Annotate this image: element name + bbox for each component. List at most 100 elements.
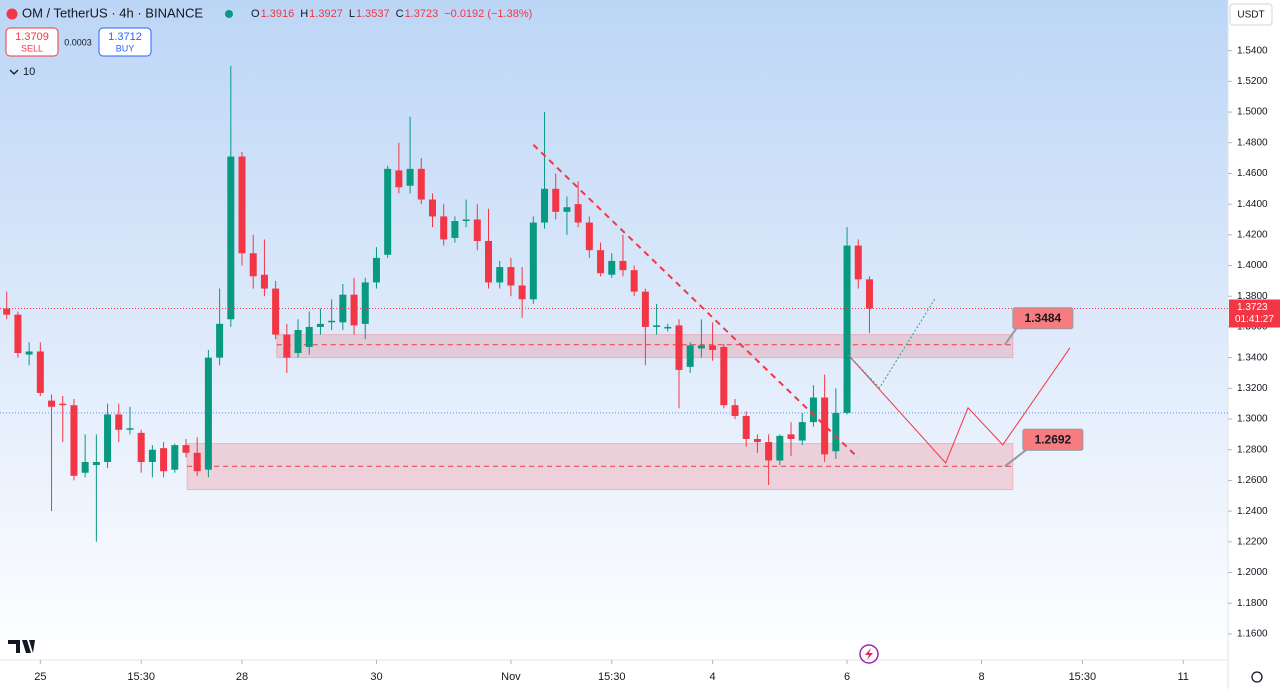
candle-body [731,405,739,416]
projection [847,347,1071,464]
y-tick-label: 1.1600 [1237,629,1268,640]
candle-body [384,168,392,255]
candle-body [776,435,784,461]
candle-body [821,397,829,455]
ohlc-label: H [300,8,308,20]
candle-body [126,428,134,430]
candle-body [720,346,728,406]
projection [847,297,936,389]
candle-body [25,351,33,355]
candle-body [92,462,100,466]
candle-body [350,294,358,326]
candle-body [787,434,795,439]
candle-body [697,345,705,349]
y-tick-label: 1.3400 [1237,352,1268,363]
symbol: OM / TetherUS · 4h · BINANCE [22,5,203,20]
y-tick-label: 1.2600 [1237,475,1268,486]
candle-body [507,267,515,286]
candle-body [552,188,560,212]
candle-body [3,308,11,315]
logo [8,640,35,653]
zone [186,443,1014,491]
candle-body [485,240,493,283]
candle-body [14,314,22,354]
candle-body [843,245,851,413]
candle-body [765,442,773,461]
candle-body [597,250,605,274]
indicator-count: 10 [23,66,35,78]
annotation-label: 1.3484 [1025,311,1062,325]
sell-label: SELL [21,43,43,53]
candle-body [36,351,44,393]
candle-body [496,267,504,283]
spread: 0.0003 [64,37,92,47]
x-tick-label: 4 [710,671,716,683]
candle-body [653,325,661,327]
ohlc-value: 1.3927 [309,8,343,20]
price-tag-label: 1.3723 [1237,302,1268,313]
candle-body [585,222,593,251]
candle-body [160,448,168,472]
candle-body [238,156,246,254]
candle-body [283,334,291,358]
currency-button[interactable] [1229,3,1273,26]
price-tag [1229,299,1280,328]
x-tick-label: 15:30 [1069,671,1097,683]
candle-body [417,168,425,200]
candle-body [541,188,549,223]
y-tick-label: 1.3000 [1237,414,1268,425]
candle-body [608,260,616,275]
lightning-bolt [865,648,873,660]
settings-icon[interactable] [1251,671,1263,683]
candle-body [227,156,235,320]
candle-body [406,168,414,186]
ohlc-value: 1.3916 [261,8,295,20]
candle-body [709,345,717,350]
x-tick-label: Nov [501,671,521,683]
ohlc-label: L [349,8,355,20]
candle-body [440,216,448,240]
sell-button[interactable] [5,27,59,57]
candle-body [104,414,112,462]
candle-body [328,320,336,323]
y-tick-label: 1.4600 [1237,168,1268,179]
candle-body [518,285,526,300]
candle-body [675,325,683,370]
buy-button[interactable] [98,27,152,57]
y-tick-label: 1.2000 [1237,567,1268,578]
y-tick-label: 1.4400 [1237,199,1268,210]
candle-body [70,405,78,476]
candle-body [630,270,638,292]
ohlc-value: 1.3723 [405,8,439,20]
x-tick-label: 15:30 [598,671,626,683]
candle-body [249,253,257,277]
plot-background [0,0,1228,660]
candle-body [361,282,369,324]
zone [276,334,1014,359]
candle-body [832,412,840,452]
ohlc-label: C [396,8,404,20]
annotation-pointer [1004,327,1018,346]
x-tick-label: 15:30 [127,671,155,683]
y-tick-label: 1.4800 [1237,137,1268,148]
y-tick-label: 1.3200 [1237,383,1268,394]
candle-body [260,274,268,289]
collapse-icon[interactable] [9,69,19,75]
buy-label: BUY [116,43,135,53]
candle-body [182,445,190,453]
candle-body [809,397,817,423]
candle-body [854,245,862,280]
sell-price: 1.3709 [15,31,49,43]
candle-body [619,260,627,271]
candle-body [742,415,750,439]
candle-body [428,199,436,217]
currency: USDT [1237,10,1264,21]
candle-body [48,400,56,407]
candle-body [563,207,571,212]
candle-body [372,257,380,283]
annotation-box [1022,428,1084,451]
candle-body [316,323,324,327]
lightning-icon[interactable] [859,644,879,664]
candle-body [395,170,403,188]
